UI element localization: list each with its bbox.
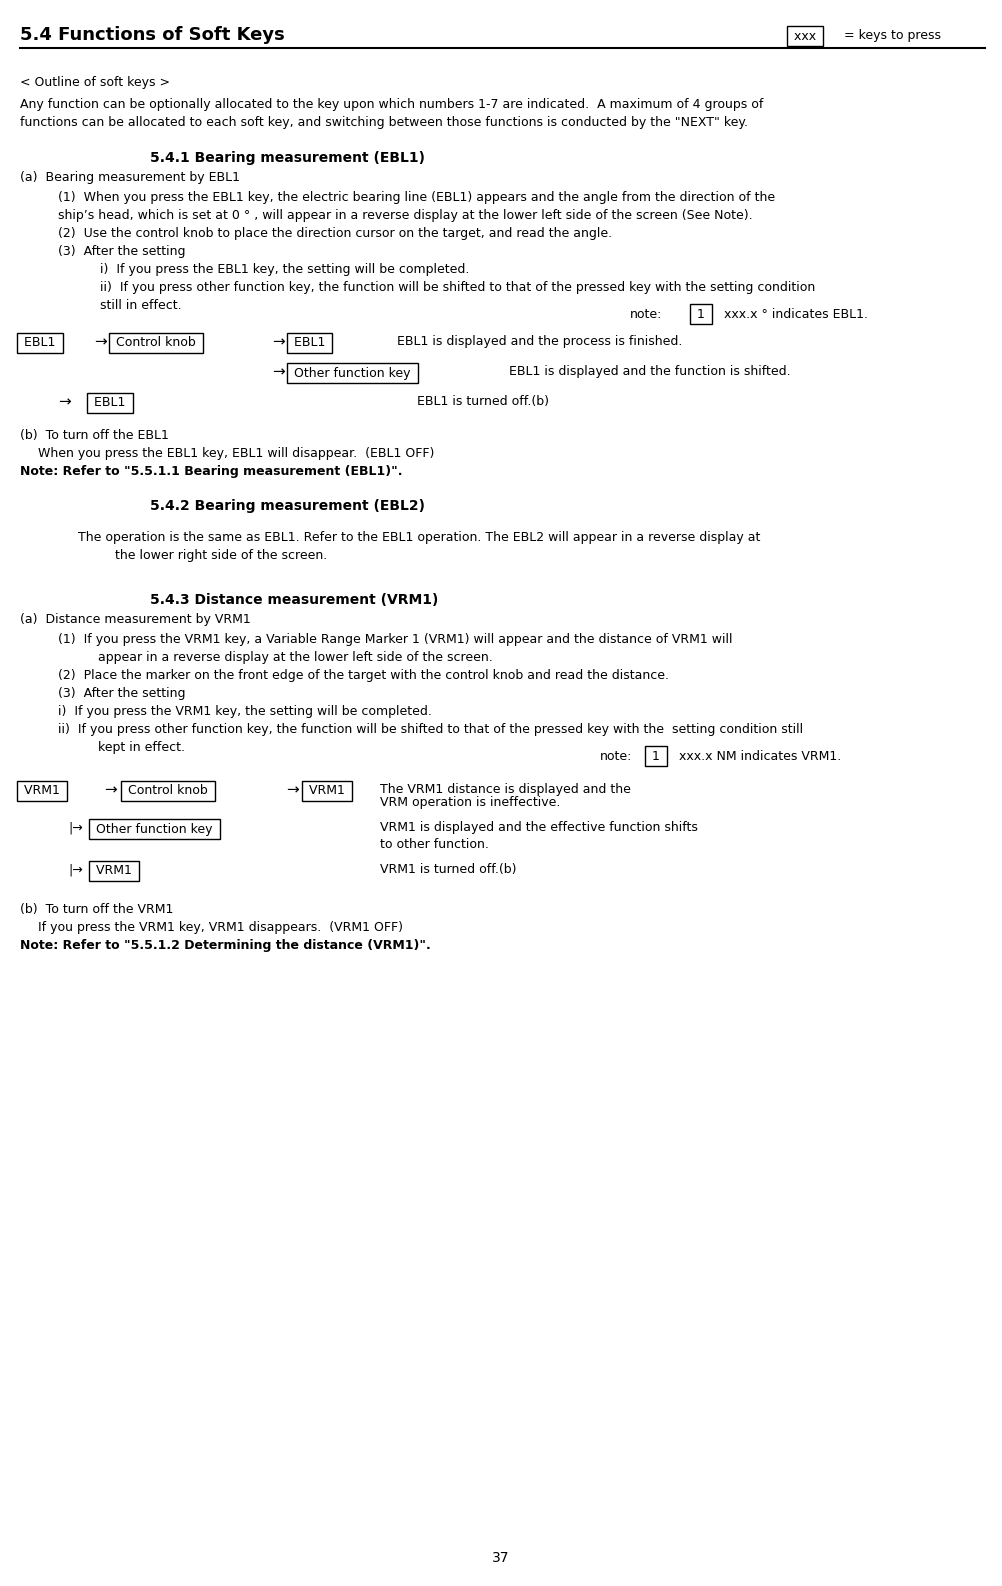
Text: = keys to press: = keys to press	[839, 30, 940, 43]
Text: i)  If you press the EBL1 key, the setting will be completed.: i) If you press the EBL1 key, the settin…	[100, 263, 469, 276]
Text: EBL1 is turned off.(b): EBL1 is turned off.(b)	[365, 395, 548, 409]
Text: appear in a reverse display at the lower left side of the screen.: appear in a reverse display at the lower…	[98, 650, 492, 665]
Text: EBL1 is displayed and the function is shifted.: EBL1 is displayed and the function is sh…	[504, 365, 790, 379]
Text: →: →	[272, 335, 285, 349]
Text: xxx.x ° indicates EBL1.: xxx.x ° indicates EBL1.	[719, 308, 867, 320]
Text: ship’s head, which is set at 0 ° , will appear in a reverse display at the lower: ship’s head, which is set at 0 ° , will …	[58, 209, 751, 222]
Text: |→: |→	[68, 863, 83, 877]
Text: to other function.: to other function.	[380, 837, 488, 852]
Text: VRM1: VRM1	[20, 785, 64, 798]
Text: (b)  To turn off the VRM1: (b) To turn off the VRM1	[20, 902, 173, 917]
Text: (3)  After the setting: (3) After the setting	[58, 244, 185, 259]
Text: Other function key: Other function key	[92, 823, 216, 836]
Text: 37: 37	[492, 1551, 509, 1565]
Text: 5.4 Functions of Soft Keys: 5.4 Functions of Soft Keys	[20, 25, 285, 44]
Text: ii)  If you press other function key, the function will be shifted to that of th: ii) If you press other function key, the…	[100, 281, 815, 293]
Text: 5.4.2 Bearing measurement (EBL2): 5.4.2 Bearing measurement (EBL2)	[150, 500, 425, 512]
Text: 5.4.3 Distance measurement (VRM1): 5.4.3 Distance measurement (VRM1)	[150, 593, 438, 607]
Text: When you press the EBL1 key, EBL1 will disappear.  (EBL1 OFF): When you press the EBL1 key, EBL1 will d…	[38, 447, 434, 460]
Text: Control knob: Control knob	[124, 785, 211, 798]
Text: →: →	[94, 335, 106, 349]
Text: xxx: xxx	[790, 30, 820, 43]
Text: →: →	[272, 365, 285, 379]
Text: EBL1 is displayed and the process is finished.: EBL1 is displayed and the process is fin…	[365, 336, 681, 349]
Text: note:: note:	[599, 750, 631, 763]
Text: The VRM1 distance is displayed and the: The VRM1 distance is displayed and the	[380, 783, 630, 796]
Text: ii)  If you press other function key, the function will be shifted to that of th: ii) If you press other function key, the…	[58, 723, 803, 736]
Text: VRM operation is ineffective.: VRM operation is ineffective.	[380, 796, 560, 809]
Text: VRM1 is turned off.(b): VRM1 is turned off.(b)	[380, 863, 516, 877]
Text: (a)  Bearing measurement by EBL1: (a) Bearing measurement by EBL1	[20, 171, 239, 184]
Text: →: →	[104, 782, 116, 798]
Text: VRM1: VRM1	[92, 864, 135, 877]
Text: |→: |→	[68, 822, 83, 834]
Text: Any function can be optionally allocated to the key upon which numbers 1-7 are i: Any function can be optionally allocated…	[20, 98, 763, 111]
Text: (3)  After the setting: (3) After the setting	[58, 687, 185, 699]
Text: →: →	[286, 782, 299, 798]
Text: still in effect.: still in effect.	[100, 300, 181, 312]
Text: (2)  Place the marker on the front edge of the target with the control knob and : (2) Place the marker on the front edge o…	[58, 669, 668, 682]
Text: xxx.x NM indicates VRM1.: xxx.x NM indicates VRM1.	[674, 750, 841, 763]
Text: Control knob: Control knob	[112, 336, 199, 349]
Text: EBL1: EBL1	[20, 336, 59, 349]
Text: (1)  When you press the EBL1 key, the electric bearing line (EBL1) appears and t: (1) When you press the EBL1 key, the ele…	[58, 190, 775, 205]
Text: (2)  Use the control knob to place the direction cursor on the target, and read : (2) Use the control knob to place the di…	[58, 227, 611, 239]
Text: the lower right side of the screen.: the lower right side of the screen.	[115, 549, 327, 561]
Text: VRM1: VRM1	[305, 785, 349, 798]
Text: functions can be allocated to each soft key, and switching between those functio: functions can be allocated to each soft …	[20, 116, 747, 128]
Text: 1: 1	[692, 308, 708, 320]
Text: kept in effect.: kept in effect.	[98, 741, 184, 753]
Text: EBL1: EBL1	[90, 396, 129, 409]
Text: The operation is the same as EBL1. Refer to the EBL1 operation. The EBL2 will ap: The operation is the same as EBL1. Refer…	[78, 531, 760, 544]
Text: 5.4.1 Bearing measurement (EBL1): 5.4.1 Bearing measurement (EBL1)	[150, 151, 425, 165]
Text: →: →	[58, 395, 71, 409]
Text: If you press the VRM1 key, VRM1 disappears.  (VRM1 OFF): If you press the VRM1 key, VRM1 disappea…	[38, 921, 403, 934]
Text: (b)  To turn off the EBL1: (b) To turn off the EBL1	[20, 428, 168, 442]
Text: EBL1: EBL1	[290, 336, 329, 349]
Text: VRM1 is displayed and the effective function shifts: VRM1 is displayed and the effective func…	[380, 822, 697, 834]
Text: (a)  Distance measurement by VRM1: (a) Distance measurement by VRM1	[20, 614, 250, 626]
Text: Note: Refer to "5.5.1.1 Bearing measurement (EBL1)".: Note: Refer to "5.5.1.1 Bearing measurem…	[20, 465, 402, 477]
Text: Note: Refer to "5.5.1.2 Determining the distance (VRM1)".: Note: Refer to "5.5.1.2 Determining the …	[20, 939, 430, 952]
Text: 1: 1	[647, 750, 663, 763]
Text: < Outline of soft keys >: < Outline of soft keys >	[20, 76, 169, 89]
Text: i)  If you press the VRM1 key, the setting will be completed.: i) If you press the VRM1 key, the settin…	[58, 706, 432, 718]
Text: Other function key: Other function key	[290, 366, 414, 379]
Text: note:: note:	[629, 308, 661, 320]
Text: (1)  If you press the VRM1 key, a Variable Range Marker 1 (VRM1) will appear and: (1) If you press the VRM1 key, a Variabl…	[58, 633, 731, 646]
